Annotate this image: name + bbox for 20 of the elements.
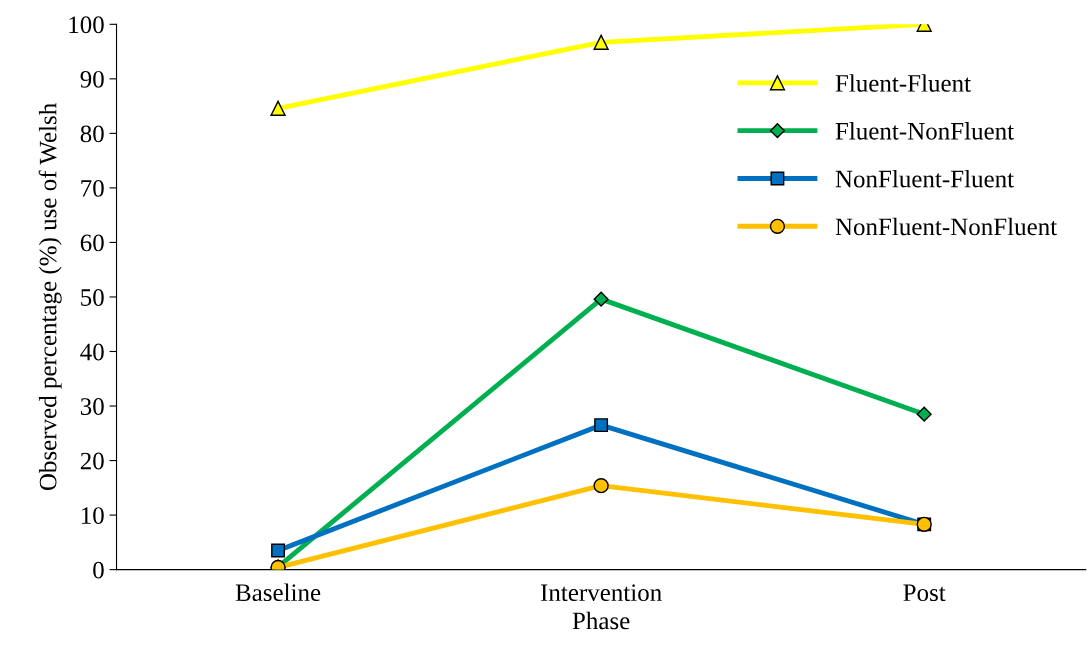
y-tick-label: 80 — [80, 125, 104, 143]
y-tick-label: 100 — [69, 16, 104, 34]
y-tick-label: 70 — [81, 179, 104, 197]
legend-label: NonFluent-Fluent — [835, 169, 1014, 188]
y-tick-label: 0 — [93, 561, 104, 579]
y-tick-label: 90 — [80, 70, 104, 88]
x-tick-label: Intervention — [540, 584, 662, 602]
x-axis-title: Phase — [572, 611, 630, 630]
legend-label: NonFluent-NonFluent — [835, 217, 1058, 236]
x-tick-label: Post — [903, 584, 946, 602]
y-tick-label: 20 — [80, 452, 104, 470]
y-tick-label: 40 — [80, 343, 104, 361]
y-axis-title: Observed percentage (%) use of Welsh — [38, 103, 62, 491]
y-tick-label: 60 — [80, 234, 104, 252]
y-tick-label: 50 — [81, 289, 104, 306]
y-tick-label: 30 — [80, 398, 104, 415]
legend-label: Fluent-Fluent — [835, 74, 971, 92]
x-tick-label: Baseline — [235, 583, 321, 602]
legend-label: Fluent-NonFluent — [835, 122, 1014, 140]
y-tick-label: 10 — [81, 507, 104, 525]
